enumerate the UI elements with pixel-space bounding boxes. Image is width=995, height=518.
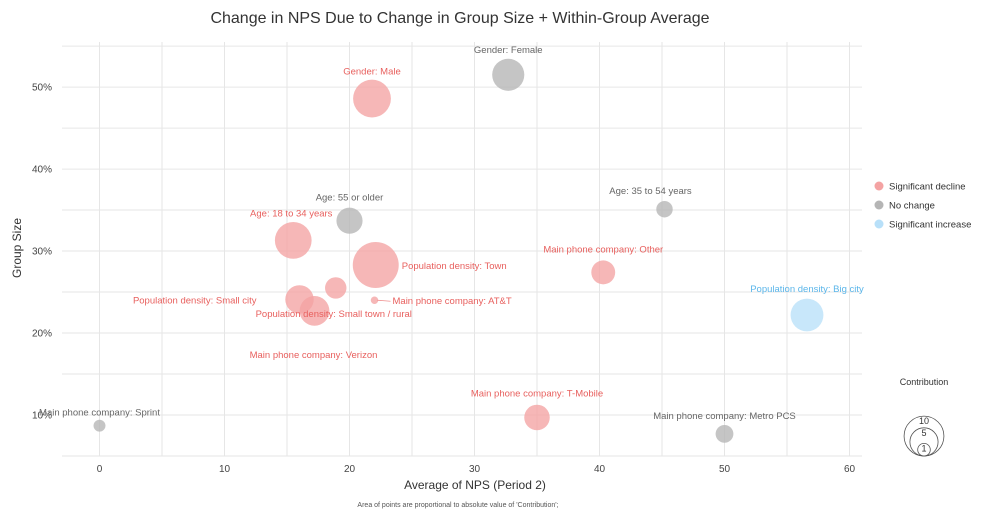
- x-axis-title: Average of NPS (Period 2): [404, 478, 546, 492]
- legend-label: No change: [889, 201, 935, 212]
- point-labels: Gender: Female Gender: Male Age: 55 or old…: [39, 45, 864, 422]
- data-point: [274, 222, 312, 259]
- data-point: [715, 424, 734, 443]
- point-label: Main phone company: Other: [543, 244, 663, 255]
- y-tick-label: 20%: [32, 329, 52, 340]
- data-point: [353, 79, 391, 118]
- y-tick-label: 10%: [32, 411, 52, 422]
- legend-swatch: [874, 219, 884, 229]
- y-tick-label: 30%: [32, 247, 52, 258]
- point-label: Population density: Small town / rural: [256, 309, 412, 320]
- data-point: [336, 207, 363, 234]
- point-label: Population density: Town: [402, 261, 507, 272]
- x-tick-label: 30: [469, 464, 481, 475]
- scatter-points: [93, 58, 824, 443]
- x-tick-label: 40: [594, 464, 606, 475]
- point-label: Main phone company: Verizon: [250, 350, 378, 361]
- y-tick-label: 50%: [32, 83, 52, 94]
- point-label: Main phone company: T-Mobile: [471, 388, 603, 399]
- y-axis-title: Group Size: [10, 218, 24, 278]
- size-legend: Contribution 10 5 1: [900, 377, 949, 457]
- data-point: [656, 201, 673, 218]
- x-tick-label: 20: [344, 464, 356, 475]
- legend-label: Significant increase: [889, 220, 971, 231]
- legend-swatch: [874, 181, 884, 191]
- data-point: [93, 419, 106, 432]
- size-legend-label: 1: [921, 443, 926, 453]
- label-leader-line: [377, 299, 391, 302]
- data-point: [352, 242, 399, 288]
- point-label: Gender: Female: [474, 45, 543, 56]
- point-label: Age: 35 to 54 years: [609, 186, 692, 197]
- data-point: [285, 285, 314, 314]
- grid: [62, 42, 862, 457]
- legend-swatch: [874, 200, 884, 210]
- x-tick-label: 10: [219, 464, 231, 475]
- x-tick-label: 60: [844, 464, 856, 475]
- point-label: Main phone company: Sprint: [39, 408, 160, 419]
- data-point: [790, 298, 824, 332]
- point-label: Age: 55 or older: [316, 193, 384, 204]
- size-legend-title: Contribution: [900, 377, 949, 387]
- data-point: [492, 58, 525, 91]
- data-point: [591, 260, 616, 285]
- point-label: Population density: Big city: [750, 284, 864, 295]
- color-legend: Significant decline No change Significant …: [874, 181, 971, 231]
- x-tick-label: 50: [719, 464, 731, 475]
- point-label: Gender: Male: [343, 67, 401, 78]
- size-legend-label: 5: [921, 428, 926, 438]
- point-label: Main phone company: Metro PCS: [653, 411, 796, 422]
- data-point: [370, 296, 379, 304]
- size-legend-circle: [917, 443, 931, 457]
- size-legend-label: 10: [919, 416, 929, 426]
- point-label: Main phone company: AT&T: [393, 296, 512, 307]
- data-point: [524, 404, 550, 431]
- chart-caption: Area of points are proportional to absol…: [357, 502, 558, 509]
- chart-title: Change in NPS Due to Change in Group Siz…: [210, 10, 709, 27]
- legend-label: Significant decline: [889, 182, 966, 193]
- y-tick-label: 40%: [32, 165, 52, 176]
- point-label: Population density: Small city: [133, 295, 257, 306]
- x-tick-label: 0: [97, 464, 103, 475]
- point-label: Age: 18 to 34 years: [250, 208, 333, 219]
- data-point: [325, 277, 347, 299]
- axis-ticks: 0 10 20 30 40 50 60 10% 20% 30% 40% 50%: [32, 83, 856, 475]
